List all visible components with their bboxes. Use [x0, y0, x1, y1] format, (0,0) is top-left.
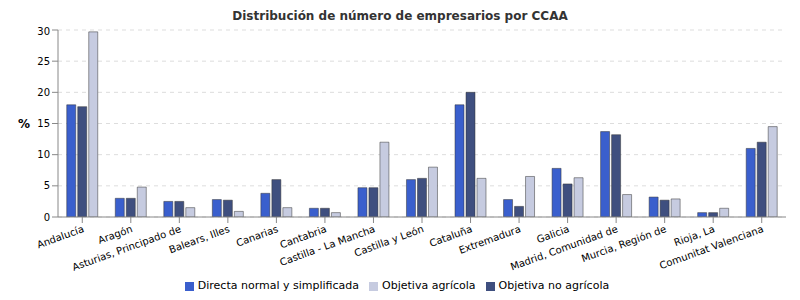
svg-text:10: 10	[37, 149, 50, 160]
svg-text:%: %	[18, 117, 30, 131]
svg-text:Canarias: Canarias	[235, 223, 280, 248]
svg-text:Comunitat Valenciana: Comunitat Valenciana	[658, 223, 765, 271]
svg-text:Castilla - La Mancha: Castilla - La Mancha	[278, 223, 377, 268]
svg-text:Castilla y León: Castilla y León	[353, 223, 425, 258]
html-text:Objetiva no agrícola: Objetiva no agrícola	[498, 279, 610, 292]
svg-text:Balears, Illes: Balears, Illes	[167, 223, 231, 255]
svg-text:Madrid, Comunidad de: Madrid, Comunidad de	[508, 223, 620, 273]
svg-text:5: 5	[44, 180, 50, 191]
svg-text:Galicia: Galicia	[535, 223, 571, 246]
svg-text:30: 30	[37, 26, 50, 37]
html-text:Objetiva agrícola: Objetiva agrícola	[382, 279, 476, 292]
svg-text:15: 15	[37, 118, 50, 129]
svg-text:Cantabria: Cantabria	[278, 223, 328, 251]
svg-text:Rioja, La: Rioja, La	[672, 223, 717, 249]
svg-text:Murcia, Región de: Murcia, Región de	[580, 223, 668, 264]
svg-text:Asturias, Principado de: Asturias, Principado de	[71, 223, 183, 273]
html-text:Directa normal y simplificada: Directa normal y simplificada	[197, 279, 360, 292]
svg-text:Extremadura: Extremadura	[457, 223, 522, 256]
svg-text:25: 25	[37, 56, 50, 67]
svg-text:Andalucía: Andalucía	[35, 223, 85, 250]
svg-text:0: 0	[44, 212, 50, 223]
svg-text:20: 20	[37, 87, 50, 98]
html-text:Distribución de número de empr: Distribución de número de empresarios po…	[232, 9, 568, 23]
svg-text:Aragón: Aragón	[96, 223, 134, 246]
svg-text:Cataluña: Cataluña	[427, 223, 474, 249]
